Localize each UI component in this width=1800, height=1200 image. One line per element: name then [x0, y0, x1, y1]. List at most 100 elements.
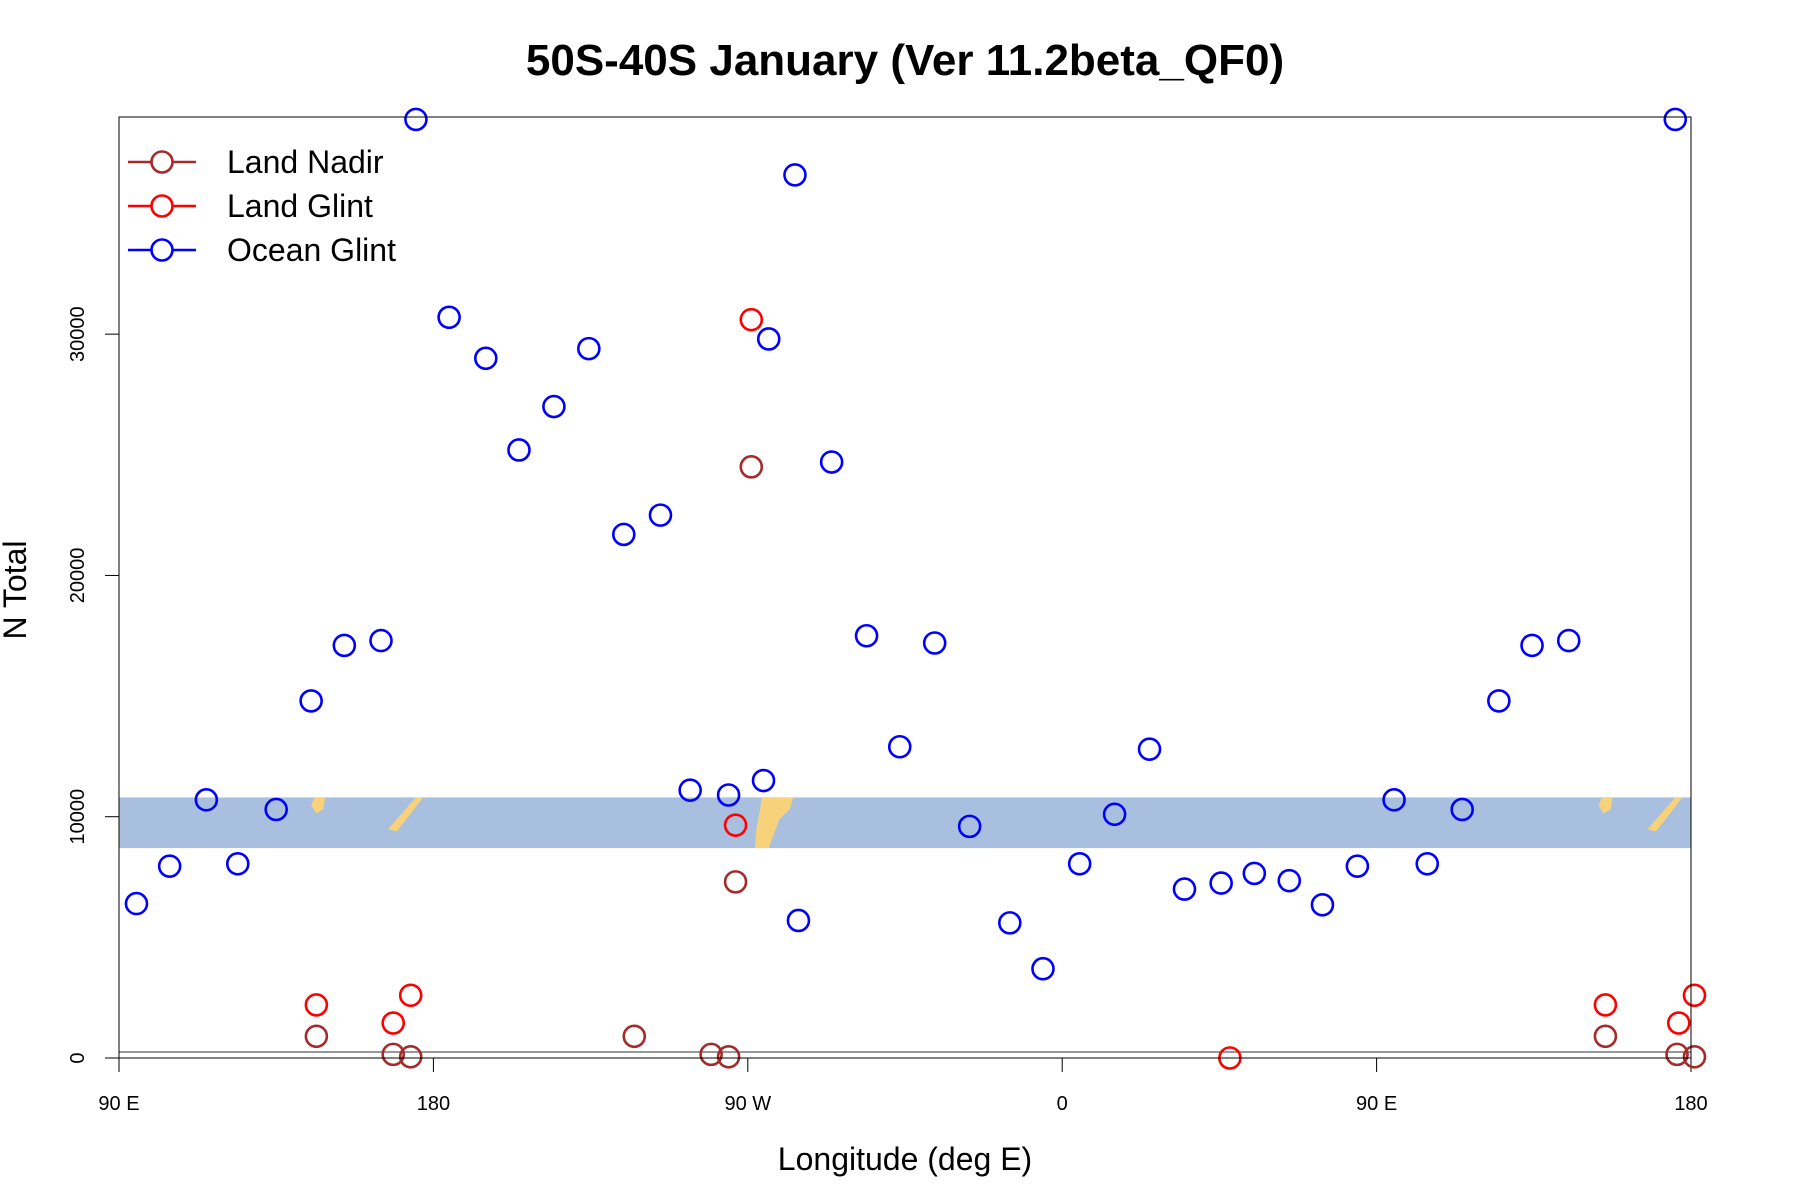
- data-point: [739, 307, 764, 332]
- land-tasmania-right: [1598, 797, 1613, 814]
- data-point: [756, 327, 781, 351]
- land-new-zealand-right: [1647, 797, 1683, 832]
- data-point: [299, 689, 323, 713]
- land-new-zealand: [387, 797, 423, 832]
- data-point: [648, 503, 673, 527]
- data-point: [723, 813, 748, 837]
- data-point: [786, 908, 811, 933]
- data-point: [723, 870, 748, 894]
- y-tick-label: 20000: [67, 548, 89, 604]
- data-point: [1450, 797, 1474, 822]
- data-point: [997, 911, 1022, 935]
- series-land-glint: [304, 307, 1707, 1070]
- x-tick-label: 180: [1674, 1093, 1707, 1115]
- data-point: [369, 628, 393, 653]
- legend-marker: [150, 238, 174, 262]
- data-point: [1415, 851, 1440, 876]
- legend: Land Nadir Land Glint Ocean Glint: [128, 144, 396, 268]
- legend-label: Ocean Glint: [227, 232, 396, 268]
- data-point: [1172, 877, 1197, 901]
- data-point: [1593, 1024, 1618, 1049]
- data-point: [1520, 633, 1544, 658]
- data-point: [381, 1011, 406, 1035]
- data-point: [124, 891, 149, 916]
- x-tick-label: 90 E: [98, 1093, 139, 1115]
- land-south-america: [754, 797, 794, 849]
- data-point: [304, 993, 329, 1017]
- x-axis-label: Longitude (deg E): [778, 1141, 1032, 1177]
- y-tick-label: 30000: [67, 306, 89, 362]
- background-band: [119, 797, 1691, 849]
- y-tick-label: 0: [67, 1052, 89, 1063]
- data-point: [1682, 983, 1707, 1008]
- data-point: [1593, 993, 1618, 1017]
- data-point: [739, 455, 764, 479]
- data-point: [1209, 871, 1233, 895]
- data-point: [622, 1024, 647, 1049]
- data-point: [304, 1024, 329, 1049]
- data-point: [1031, 956, 1055, 981]
- data-point: [404, 107, 428, 132]
- data-point: [1242, 861, 1267, 886]
- data-point: [887, 734, 912, 759]
- data-point: [751, 768, 776, 793]
- y-tick-label: 10000: [67, 789, 89, 845]
- data-point: [264, 797, 289, 822]
- data-point: [819, 450, 844, 474]
- legend-label: Land Nadir: [227, 144, 384, 180]
- data-point: [507, 438, 531, 462]
- series-land-nadir: [304, 455, 1707, 1069]
- y-axis-label: N Total: [0, 540, 33, 639]
- data-point: [716, 1044, 741, 1069]
- data-point: [1487, 689, 1511, 713]
- data-point: [1277, 868, 1302, 893]
- data-point: [1556, 628, 1581, 653]
- data-point: [678, 778, 702, 802]
- legend-marker: [150, 150, 174, 174]
- data-point: [957, 814, 982, 839]
- data-point: [332, 633, 357, 658]
- data-point: [398, 983, 423, 1008]
- data-point: [611, 522, 636, 547]
- land-shapes: [311, 797, 1683, 849]
- series-ocean-glint: [124, 107, 1688, 981]
- plot-frame: [118, 116, 1692, 1059]
- data-point: [157, 854, 182, 878]
- legend-label: Land Glint: [227, 188, 373, 224]
- data-point: [437, 305, 461, 330]
- x-tick-label: 180: [417, 1093, 450, 1115]
- data-point: [398, 1044, 423, 1069]
- data-point: [854, 623, 879, 648]
- data-point: [1137, 737, 1162, 761]
- x-tick-label: 0: [1057, 1093, 1068, 1115]
- data-point: [922, 631, 947, 655]
- data-point: [1682, 1044, 1707, 1069]
- data-point: [473, 346, 498, 371]
- data-point: [1663, 107, 1688, 132]
- x-tick-label: 90 W: [724, 1093, 771, 1115]
- data-point: [577, 336, 601, 361]
- data-point: [716, 783, 741, 807]
- data-point: [1665, 1042, 1689, 1067]
- chart-title: 50S-40S January (Ver 11.2beta_QF0): [526, 36, 1284, 85]
- data-point: [194, 788, 219, 812]
- legend-marker: [150, 194, 174, 218]
- data-point: [1666, 1011, 1691, 1035]
- data-points: [124, 107, 1707, 1070]
- data-point: [542, 394, 566, 419]
- data-point: [783, 163, 807, 187]
- data-point: [381, 1042, 406, 1067]
- data-point: [1345, 854, 1370, 878]
- data-point: [699, 1042, 723, 1067]
- data-point: [1067, 851, 1092, 876]
- data-point: [1310, 892, 1335, 917]
- x-axis: 90 E 180 90 W 0 90 E 180: [98, 1057, 1708, 1115]
- data-point: [1382, 788, 1406, 812]
- data-point: [1102, 802, 1127, 827]
- y-axis: 0 10000 20000 30000: [67, 117, 120, 1064]
- land-tasmania: [311, 797, 326, 814]
- data-point: [225, 851, 250, 876]
- x-tick-label: 90 E: [1356, 1093, 1397, 1115]
